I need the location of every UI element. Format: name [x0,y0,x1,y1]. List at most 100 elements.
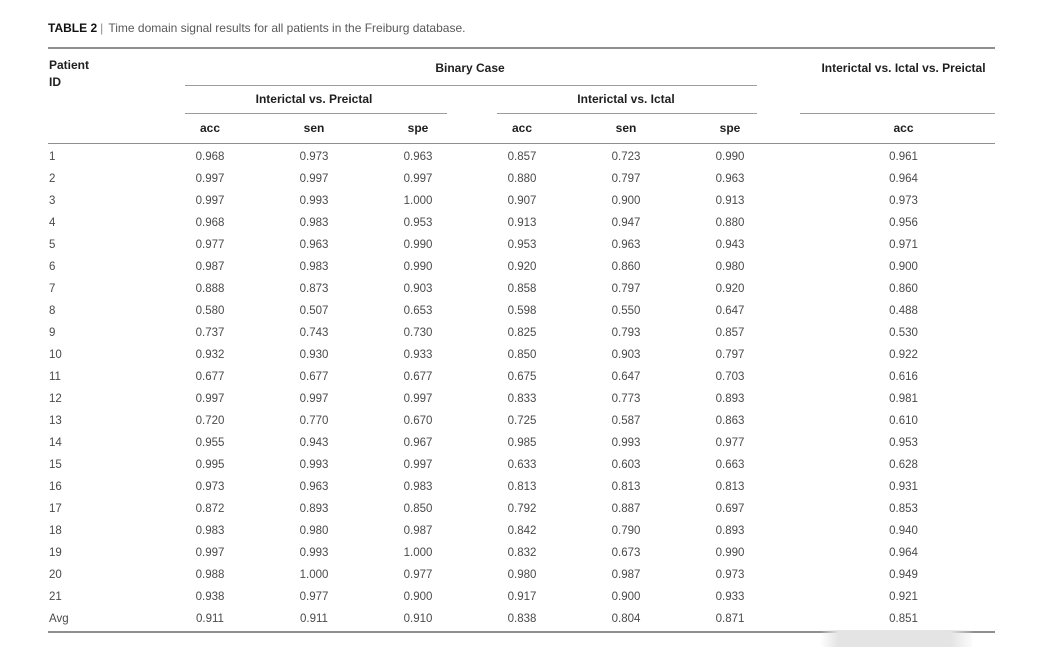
sen-preictal-cell: 0.677 [299,371,329,383]
table-row: 17 0.872 0.893 0.850 0.792 0.887 0.697 0… [48,498,995,520]
sen-ictal-cell: 0.887 [611,503,641,515]
spe-ictal-cell: 0.697 [715,503,745,515]
sen-ictal-cell: 0.900 [611,591,641,603]
table-caption-text: Time domain signal results for all patie… [108,21,466,35]
table-row: 7 0.888 0.873 0.903 0.858 0.797 0.920 0.… [48,278,995,300]
multiclass-rule [800,113,995,114]
acc-preictal-cell: 0.720 [195,415,225,427]
spe-preictal-cell: 0.953 [403,217,433,229]
spe-preictal-cell: 0.850 [403,503,433,515]
spe-preictal-cell: 0.730 [403,327,433,339]
sen-preictal-cell: 0.873 [299,283,329,295]
binary-case-group-header: Binary Case [158,48,782,86]
acc-ictal-cell: 0.913 [507,217,537,229]
sen-ictal-cell: 0.993 [611,437,641,449]
spe-ictal-cell: 0.943 [715,239,745,251]
sen-ictal-cell: 0.987 [611,569,641,581]
acc-ictal-cell: 0.813 [507,481,537,493]
spe-ictal-cell: 0.920 [715,283,745,295]
acc-multiclass-cell: 0.616 [889,371,918,383]
patient-id-cell: 10 [49,349,62,361]
sen-ictal-cell: 0.603 [611,459,641,471]
spe-preictal-cell: 0.983 [403,481,433,493]
spe-ictal-cell: 0.663 [715,459,745,471]
sen-preictal-cell: 0.963 [299,239,329,251]
interictal-preictal-label: Interictal vs. Preictal [255,92,373,106]
interictal-ictal-rule [497,113,757,114]
multiclass-label: Interictal vs. Ictal vs. Preictal [821,61,986,75]
sen-ictal-cell: 0.773 [611,393,641,405]
spe-ictal-cell: 0.913 [715,195,745,207]
patient-id-cell: Avg [48,608,158,633]
table-row: 12 0.997 0.997 0.997 0.833 0.773 0.893 0… [48,388,995,410]
acc-multiclass-cell: 0.964 [889,547,918,559]
acc-ictal-cell: 0.907 [507,195,537,207]
sen-preictal-cell: 0.770 [299,415,329,427]
acc-ictal-cell: 0.598 [507,305,537,317]
acc-preictal-cell: 0.737 [195,327,225,339]
acc-multiclass-cell: 0.530 [889,327,918,339]
metric-header-sen-preictal: sen [262,114,366,144]
sen-ictal-cell: 0.903 [611,349,641,361]
acc-preictal-cell: 0.983 [195,525,225,537]
sen-preictal-cell: 0.893 [299,503,329,515]
spe-preictal-cell: 0.977 [403,569,433,581]
spe-preictal-cell: 0.900 [403,591,433,603]
spe-preictal-cell: 0.967 [403,437,433,449]
patient-id-header-line1: Patient [49,58,90,72]
sen-ictal-cell: 0.790 [611,525,641,537]
sen-preictal-cell: 0.507 [299,305,329,317]
sen-preictal-cell: 0.977 [299,591,329,603]
metric-header-acc-preictal: acc [158,114,262,144]
sen-preictal-cell: 0.993 [299,195,329,207]
patient-id-cell: 21 [49,591,62,603]
patient-id-cell: 3 [49,195,56,207]
acc-multiclass-cell: 0.940 [889,525,918,537]
acc-multiclass-cell: 0.853 [889,503,918,515]
sen-preictal-cell: 0.943 [299,437,329,449]
acc-preictal-cell: 0.968 [195,217,225,229]
interictal-preictal-rule [185,113,447,114]
sen-preictal-cell: 0.973 [299,151,329,164]
acc-ictal-cell: 0.833 [507,393,537,405]
table-row: 11 0.677 0.677 0.677 0.675 0.647 0.703 0… [48,366,995,388]
acc-preictal-cell: 0.995 [195,459,225,471]
acc-preictal-cell: 0.872 [195,503,225,515]
spe-ictal-cell: 0.933 [715,591,745,603]
acc-ictal-cell: 0.850 [507,349,537,361]
spe-ictal-cell: 0.963 [715,173,745,185]
acc-ictal-cell: 0.842 [507,525,537,537]
sen-ictal-cell: 0.963 [611,239,641,251]
header-row-subgroups: Interictal vs. Preictal Interictal vs. I… [48,86,995,114]
spe-ictal-cell: 0.893 [715,525,745,537]
sen-ictal-cell: 0.797 [611,173,641,185]
acc-preictal-cell: 0.888 [195,283,225,295]
sen-ictal-cell: 0.797 [611,283,641,295]
acc-preictal-cell: 0.977 [195,239,225,251]
interictal-ictal-label: Interictal vs. Ictal [577,92,675,106]
table-row: 19 0.997 0.993 1.000 0.832 0.673 0.990 0… [48,542,995,564]
acc-preictal-cell: 0.955 [195,437,225,449]
table-row: 10 0.932 0.930 0.933 0.850 0.903 0.797 0… [48,344,995,366]
table-body: 1 0.968 0.973 0.963 0.857 0.723 0.990 0.… [48,143,995,633]
patient-id-header-line2: ID [49,75,61,89]
acc-preictal-cell: 0.968 [195,151,225,164]
patient-id-cell: 8 [49,305,56,317]
sen-ictal-cell: 0.813 [611,481,641,493]
spe-preictal-cell: 1.000 [403,547,433,559]
spe-ictal-cell: 0.990 [715,547,745,559]
acc-ictal-cell: 0.953 [507,239,537,251]
sen-preictal-cell: 0.930 [299,349,329,361]
spe-preictal-cell: 0.997 [403,393,433,405]
sen-ictal-cell: 0.647 [611,371,641,383]
sen-ictal-cell: 0.860 [611,261,641,273]
acc-multiclass-cell: 0.956 [889,217,918,229]
acc-ictal-cell: 0.832 [507,547,537,559]
multiclass-group-header: Interictal vs. Ictal vs. Preictal [782,48,995,114]
patient-id-cell: 1 [49,151,56,164]
acc-multiclass-cell: 0.953 [889,437,918,449]
table-row: 2 0.997 0.997 0.997 0.880 0.797 0.963 0.… [48,168,995,190]
table-row: 1 0.968 0.973 0.963 0.857 0.723 0.990 0.… [48,143,995,168]
sen-preictal-cell: 0.963 [299,481,329,493]
